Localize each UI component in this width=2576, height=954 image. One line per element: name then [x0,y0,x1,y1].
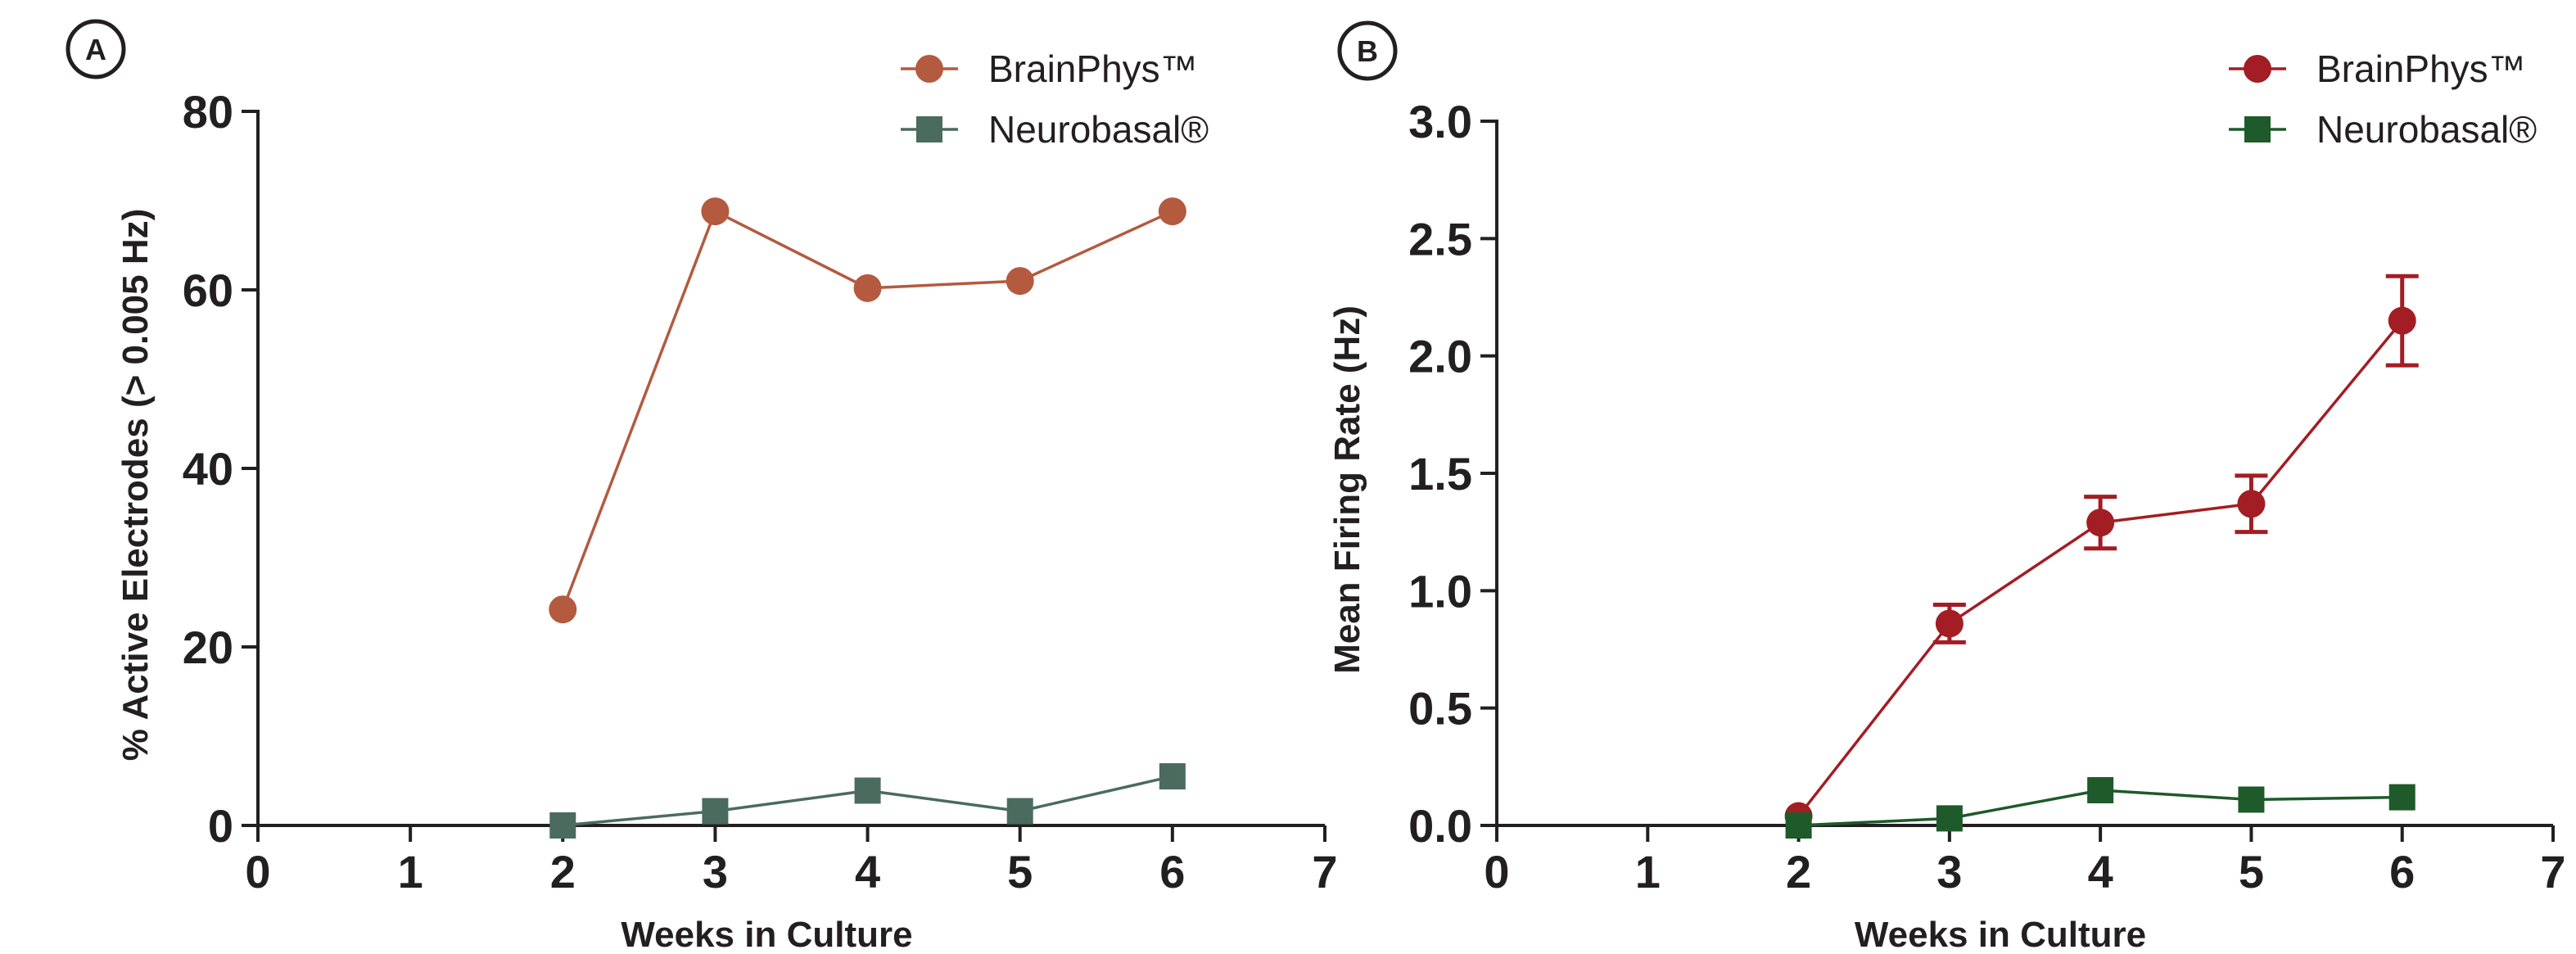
y-tick-label: 0.0 [1408,800,1472,852]
legend-label: Neurobasal® [2316,108,2537,151]
panel-label-circle [1337,20,1398,81]
y-tick-label: 1.5 [1408,448,1472,500]
y-axis-title: Mean Firing Rate (Hz) [1327,305,1367,674]
x-tick-label: 0 [1484,846,1509,897]
data-point [701,197,730,226]
series-brainphys [1784,274,2419,830]
data-point [2237,490,2266,518]
data-point [1158,197,1186,226]
series-line [561,209,1173,610]
data-point [549,595,577,624]
data-point [549,812,576,839]
data-point [1159,763,1186,790]
legend-label: BrainPhys™ [988,47,1198,90]
y-tick-label: 0.5 [1408,683,1472,735]
data-point [2086,509,2115,537]
x-tick-label: 5 [2239,846,2264,897]
legend-entry: BrainPhys™ [2229,47,2526,90]
chart-panel-b: B 0 1 2 3 4 5 6 7 0.0 0.5 1.0 1.5 2.0 2.5 3.0 Weeks in C… [1327,20,2566,954]
legend-marker [915,55,943,83]
x-tick-label: 0 [245,846,270,897]
data-point [2238,786,2265,813]
legend-entry: BrainPhys™ [901,47,1198,90]
data-point [854,777,881,804]
y-axis-title: % Active Electrodes (> 0.005 Hz) [115,209,156,762]
x-tick-label: 2 [1786,846,1811,897]
data-point [2388,784,2416,811]
data-point [1785,812,1812,839]
x-tick-label: 1 [1635,846,1661,897]
x-tick-label: 4 [855,846,880,897]
y-tick-label: 60 [183,264,233,316]
data-point [1006,267,1034,296]
panel-label-badge: A [66,19,126,79]
x-axis-title: Weeks in Culture [621,915,912,954]
data-point [1935,609,1964,638]
legend-label: BrainPhys™ [2316,47,2526,90]
x-tick-label: 5 [1007,846,1033,897]
x-tick-label: 7 [2540,846,2565,897]
data-point [2388,306,2416,335]
y-tick-label: 20 [183,622,233,673]
x-axis-title: Weeks in Culture [1855,915,2146,954]
y-tick-label: 40 [183,443,233,495]
x-tick-label: 6 [2389,846,2415,897]
x-tick-label: 1 [398,846,423,897]
legend-label: Neurobasal® [988,108,1209,151]
series-line [1797,319,2404,817]
y-tick-label: 3.0 [1408,96,1472,147]
legend-marker [2244,55,2271,83]
panel-label: B [1357,34,1378,68]
chart-panel-a: A 0 1 2 3 4 5 6 7 0 20 40 60 80 Weeks in Culture % Acti… [66,19,1338,954]
panel-label-circle [66,19,126,79]
x-tick-label: 3 [1937,846,1962,897]
x-tick-label: 4 [2088,846,2113,897]
y-tick-label: 80 [183,86,233,138]
data-point [2087,777,2114,803]
data-point [702,798,729,825]
series-neurobasal [1785,777,2416,839]
legend-marker [916,116,942,142]
panel-label-badge: B [1337,20,1398,81]
y-tick-label: 2.5 [1408,213,1472,264]
legend-entry: Neurobasal® [901,108,1209,151]
x-tick-label: 3 [703,846,728,897]
legend-marker [2244,116,2271,142]
legend-entry: Neurobasal® [2229,108,2537,151]
y-tick-label: 0 [208,800,233,852]
x-tick-label: 2 [550,846,576,897]
panel-label: A [85,33,106,66]
x-tick-label: 7 [1312,846,1337,897]
data-point [1936,805,1963,832]
y-tick-label: 1.0 [1408,565,1472,617]
series-neurobasal [549,763,1186,839]
series-brainphys [549,197,1186,624]
data-point [1006,798,1033,825]
data-point [853,274,882,302]
x-tick-label: 6 [1159,846,1185,897]
y-tick-label: 2.0 [1408,331,1472,382]
